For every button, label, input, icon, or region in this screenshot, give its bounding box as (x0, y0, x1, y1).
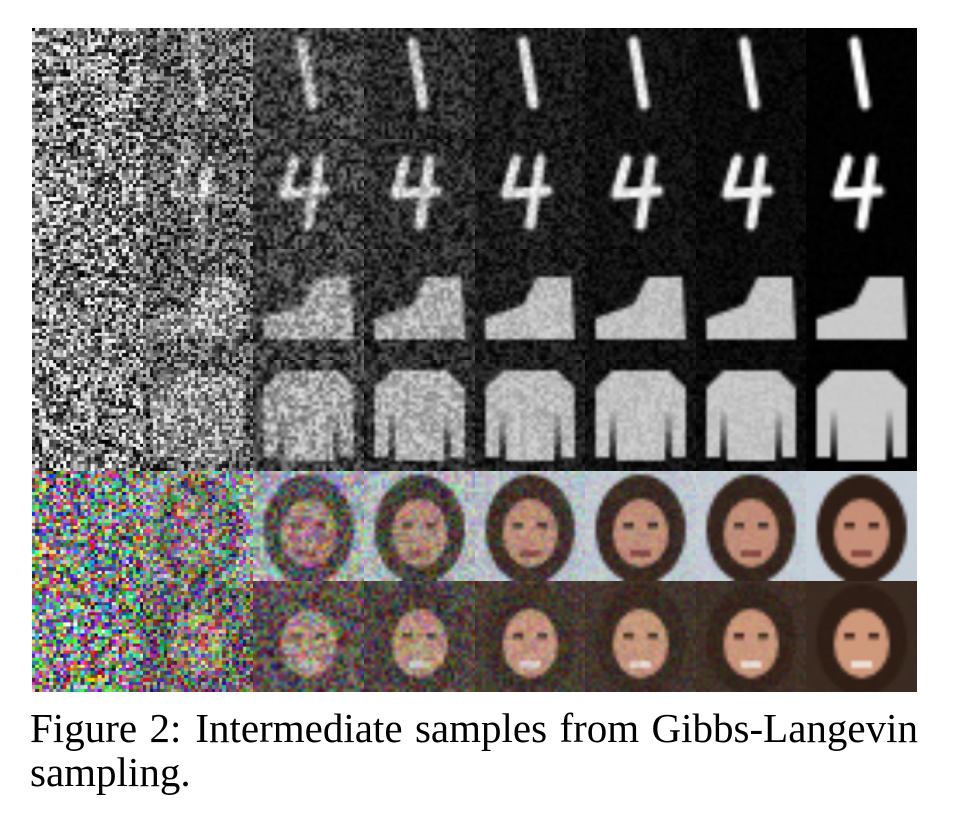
figure-caption: Figure 2: Intermediate samples from Gibbs… (30, 706, 918, 794)
sample-image (363, 28, 475, 139)
caption-text: Intermediate samples from Gibbs-Langevin… (30, 705, 919, 795)
sample-image (585, 581, 696, 692)
sample-image (474, 359, 586, 471)
sample-image (585, 28, 696, 139)
sample-image (695, 28, 807, 139)
sample-image (142, 470, 254, 582)
sample-image (32, 28, 143, 139)
sample-image (363, 581, 475, 692)
sample-image (32, 249, 143, 360)
sample-image (474, 28, 586, 139)
sample-image (695, 359, 807, 471)
sample-image (806, 138, 917, 250)
sample-image (253, 359, 364, 471)
sample-image (142, 581, 254, 692)
sample-image (363, 249, 475, 360)
caption-label: Figure 2: (30, 705, 182, 751)
sample-image (806, 249, 917, 360)
sample-image (253, 138, 364, 250)
sample-image (695, 581, 807, 692)
sample-image (363, 138, 475, 250)
sample-image (142, 28, 254, 139)
sample-image (363, 470, 475, 582)
sample-image (474, 581, 586, 692)
sample-image (363, 359, 475, 471)
sample-image (585, 138, 696, 250)
sample-image (142, 249, 254, 360)
sample-image (806, 359, 917, 471)
sample-image (585, 359, 696, 471)
sample-image (253, 470, 364, 582)
sample-image (32, 138, 143, 250)
sample-image (695, 249, 807, 360)
sample-image (474, 470, 586, 582)
sample-image (806, 581, 917, 692)
sample-image (474, 249, 586, 360)
sample-image (32, 581, 143, 692)
sample-image (253, 249, 364, 360)
sample-image (253, 581, 364, 692)
sample-image (32, 470, 143, 582)
sample-image (253, 28, 364, 139)
sample-image (806, 28, 917, 139)
sample-image (695, 470, 807, 582)
sample-image (142, 359, 254, 471)
sample-image (585, 249, 696, 360)
sample-image (474, 138, 586, 250)
sample-image (806, 470, 917, 582)
sample-image (142, 138, 254, 250)
sample-grid (32, 28, 917, 692)
sample-image (695, 138, 807, 250)
sample-image (32, 359, 143, 471)
sample-image (585, 470, 696, 582)
